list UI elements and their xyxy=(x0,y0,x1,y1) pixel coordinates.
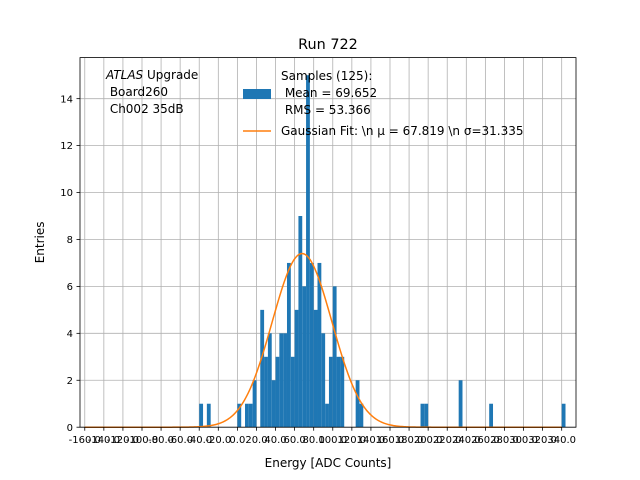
histogram-bar xyxy=(355,380,360,428)
x-tick-label: 280.0 xyxy=(490,435,519,446)
histogram-bar xyxy=(267,333,272,428)
histogram-bar xyxy=(309,262,314,428)
y-tick-label: 10 xyxy=(60,188,73,199)
annotation-line: ATLAS Upgrade xyxy=(105,68,198,82)
histogram-bar xyxy=(424,403,429,428)
histogram-bar xyxy=(245,403,249,428)
x-tick-label: 20.0 xyxy=(245,435,267,446)
legend-label-samples: Samples (125): xyxy=(281,69,372,83)
x-tick-label: 140.0 xyxy=(357,435,386,446)
histogram-bar xyxy=(340,356,345,428)
histogram-bar xyxy=(321,333,326,428)
legend-patch-samples xyxy=(243,89,271,99)
histogram-bar xyxy=(328,356,333,428)
y-tick-label: 0 xyxy=(67,423,73,434)
histogram-bar xyxy=(302,286,307,428)
annotation-line: Board260 xyxy=(106,85,168,99)
x-tick-label: 320.0 xyxy=(528,435,557,446)
y-axis-ticks: 0 2 4 6 8 10 12 14 xyxy=(60,94,80,434)
x-tick-label: 240.0 xyxy=(452,435,481,446)
histogram-bar xyxy=(264,356,268,428)
histogram-bar xyxy=(332,286,337,428)
histogram-bar xyxy=(561,403,566,428)
x-tick-label: 0.0 xyxy=(229,435,245,446)
y-tick-label: 14 xyxy=(60,94,73,105)
y-tick-label: 8 xyxy=(67,235,73,246)
histogram-bar xyxy=(306,75,310,428)
x-tick-label: 100.0 xyxy=(318,435,347,446)
x-tick-label: 180.0 xyxy=(395,435,424,446)
histogram-bar xyxy=(237,403,242,428)
y-axis-label: Entries xyxy=(33,222,47,264)
histogram-bar xyxy=(283,333,287,428)
atlas-annotation: ATLAS Upgrade Board260 Ch002 35dB xyxy=(105,68,198,116)
chart-title: Run 722 xyxy=(298,37,358,53)
histogram-bar xyxy=(271,380,276,428)
x-tick-label: -60.0 xyxy=(167,435,193,446)
histogram-bar xyxy=(317,262,322,428)
x-tick-label: 40.0 xyxy=(264,435,286,446)
x-tick-label: 260.0 xyxy=(471,435,500,446)
y-tick-label: 6 xyxy=(67,282,73,293)
histogram-bar xyxy=(489,403,494,428)
histogram-bars xyxy=(199,75,566,428)
x-tick-label: 300.0 xyxy=(509,435,538,446)
legend: Samples (125): Mean = 69.652 RMS = 53.36… xyxy=(243,69,524,138)
x-tick-label: -140.0 xyxy=(88,435,120,446)
histogram-bar xyxy=(359,403,364,428)
x-tick-label: 220.0 xyxy=(433,435,462,446)
x-tick-label: 340.0 xyxy=(547,435,576,446)
histogram-bar xyxy=(298,216,303,428)
histogram-bar xyxy=(458,380,463,428)
histogram-bar xyxy=(294,309,299,428)
histogram-bar xyxy=(420,403,425,428)
x-tick-label: -120.0 xyxy=(107,435,139,446)
histogram-bar xyxy=(290,356,295,428)
histogram-bar xyxy=(260,309,265,428)
legend-label-fit: Gaussian Fit: \n μ = 67.819 \n σ=31.335 xyxy=(281,124,524,138)
annotation-rest: Upgrade xyxy=(143,68,198,82)
histogram-bar xyxy=(199,403,204,428)
x-tick-label: 120.0 xyxy=(338,435,367,446)
x-tick-label: -80.0 xyxy=(148,435,174,446)
plot-frame xyxy=(79,57,577,428)
x-axis-label: Energy [ADC Counts] xyxy=(265,456,392,470)
x-tick-label: -160.0 xyxy=(69,435,101,446)
histogram-bar xyxy=(279,333,284,428)
histogram-bar xyxy=(252,380,257,428)
x-tick-label: -100.0 xyxy=(126,435,158,446)
x-tick-label: -20.0 xyxy=(205,435,231,446)
histogram-bar xyxy=(313,309,318,428)
x-tick-label: 200.0 xyxy=(414,435,443,446)
histogram-bar xyxy=(275,356,280,428)
histogram-bar xyxy=(325,403,329,428)
legend-label-samples: Mean = 69.652 xyxy=(281,86,377,100)
histogram-bar xyxy=(336,356,341,428)
histogram-bar xyxy=(286,262,291,428)
y-tick-label: 2 xyxy=(67,376,73,387)
x-axis-ticks: -160.0-140.0-120.0-100.0-80.0-60.0-40.0-… xyxy=(69,427,576,446)
annotation-italic-word: ATLAS xyxy=(105,68,144,82)
x-tick-label: -40.0 xyxy=(186,435,212,446)
histogram-bar xyxy=(248,403,253,428)
y-tick-label: 12 xyxy=(60,141,73,152)
x-tick-label: 80.0 xyxy=(303,435,325,446)
x-tick-label: 160.0 xyxy=(376,435,405,446)
annotation-line: Ch002 35dB xyxy=(106,102,184,116)
x-tick-label: 60.0 xyxy=(283,435,305,446)
histogram-bar xyxy=(206,403,211,428)
y-tick-label: 4 xyxy=(67,329,73,340)
legend-label-samples: RMS = 53.366 xyxy=(281,103,371,117)
